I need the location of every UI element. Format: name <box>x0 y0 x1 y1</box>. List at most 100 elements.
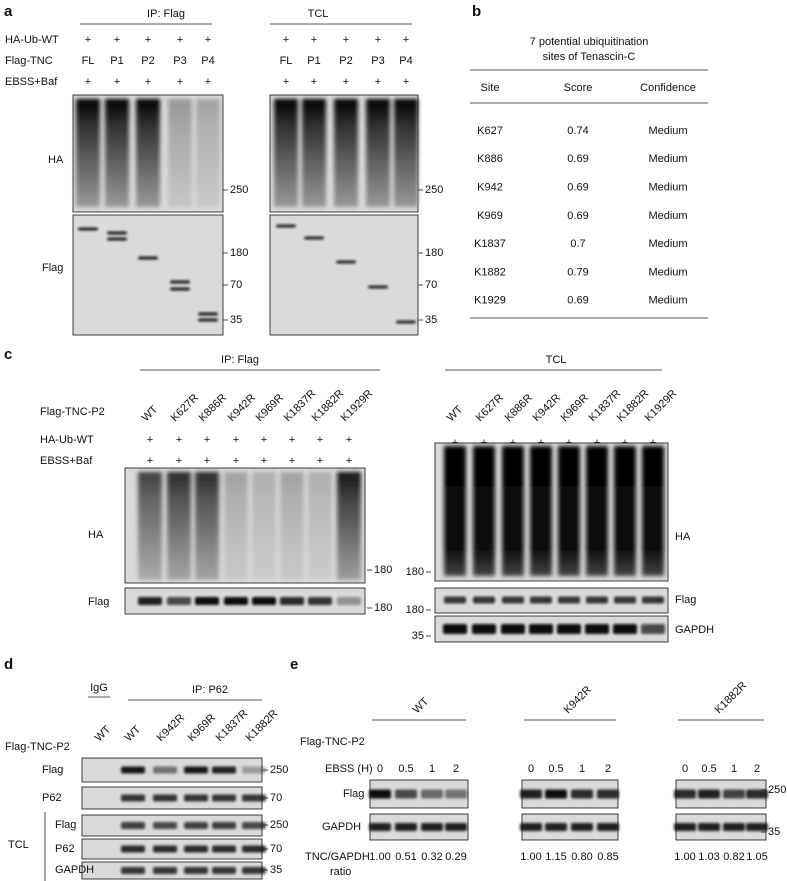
table-cell: K969 <box>477 210 503 222</box>
lane-label: FL <box>280 55 293 67</box>
band <box>641 624 665 634</box>
blot-label: HA <box>675 531 691 543</box>
smear <box>76 99 100 207</box>
smear <box>195 472 219 580</box>
band <box>212 845 236 853</box>
band <box>184 845 208 853</box>
smear <box>168 99 192 207</box>
ip-header: IP: Flag <box>221 354 259 366</box>
table-cell: K886 <box>477 153 503 165</box>
band <box>585 624 609 634</box>
smear <box>224 472 248 580</box>
ratio-label: ratio <box>330 866 351 878</box>
ratio-value: 1.00 <box>369 851 390 863</box>
table-cell: 0.69 <box>567 182 588 194</box>
band <box>421 823 443 831</box>
lane-label: + <box>205 76 211 88</box>
marker-label: 250 <box>425 184 443 196</box>
band <box>121 867 145 874</box>
band <box>445 789 467 799</box>
lane-label: + <box>145 34 151 46</box>
lane-label: K969R <box>186 712 218 744</box>
band <box>308 597 332 605</box>
smear <box>302 99 326 207</box>
smear <box>642 446 664 576</box>
band <box>337 597 361 605</box>
blot-label: P62 <box>55 843 75 855</box>
lane-label: + <box>261 455 267 467</box>
band <box>242 766 266 774</box>
table-cell: 0.69 <box>567 210 588 222</box>
smear <box>473 446 495 576</box>
band <box>698 789 720 799</box>
table-cell: Medium <box>648 266 687 278</box>
band <box>746 789 768 799</box>
band <box>167 597 191 605</box>
time-label: 0 <box>682 763 688 775</box>
band <box>198 318 218 322</box>
ratio-value: 1.00 <box>520 851 541 863</box>
band <box>614 596 636 604</box>
panel-label: a <box>4 3 13 20</box>
marker-label: 35 <box>425 314 437 326</box>
igg-header: IgG <box>90 682 108 694</box>
table-cell: K1882 <box>474 266 506 278</box>
table-cell: K942 <box>477 182 503 194</box>
table-cell: 0.7 <box>570 238 585 250</box>
row-label: Flag-TNC-P2 <box>300 736 365 748</box>
band <box>369 789 391 799</box>
smear <box>444 446 466 576</box>
time-label: 2 <box>605 763 611 775</box>
ratio-value: 0.32 <box>421 851 442 863</box>
ratio-value: 0.85 <box>597 851 618 863</box>
band <box>138 597 162 605</box>
lane-label: K886R <box>503 392 535 424</box>
lane-label: + <box>311 34 317 46</box>
table-cell: 0.74 <box>567 125 588 137</box>
lane-label: + <box>343 34 349 46</box>
band <box>153 845 177 853</box>
lane-label: + <box>204 434 210 446</box>
lane-label: + <box>205 34 211 46</box>
band <box>184 822 208 829</box>
row-label: EBSS (H) <box>325 763 373 775</box>
band <box>558 596 580 604</box>
band <box>184 867 208 874</box>
lane-label: P2 <box>339 55 352 67</box>
lane-label: + <box>233 455 239 467</box>
band <box>597 789 619 799</box>
ratio-value: 1.00 <box>674 851 695 863</box>
band <box>571 823 593 831</box>
ip-header: IP: P62 <box>192 684 228 696</box>
lane-label: K627R <box>474 392 506 424</box>
smear <box>614 446 636 576</box>
time-label: 0.5 <box>398 763 413 775</box>
table-cell: K1837 <box>474 238 506 250</box>
band <box>170 280 190 284</box>
lane-label: FL <box>82 55 95 67</box>
lane-label: K969R <box>254 392 286 424</box>
band <box>557 624 581 634</box>
band <box>530 596 552 604</box>
lane-label: P2 <box>141 55 154 67</box>
band <box>121 845 145 853</box>
lane-label: + <box>177 76 183 88</box>
band <box>121 794 145 802</box>
smear <box>337 472 361 580</box>
lane-label: K1929R <box>339 388 376 425</box>
lane-label: P3 <box>371 55 384 67</box>
lane-label: P1 <box>110 55 123 67</box>
ratio-value: 1.03 <box>698 851 719 863</box>
band <box>501 624 525 634</box>
band <box>723 823 745 831</box>
band <box>445 823 467 831</box>
band <box>153 822 177 829</box>
band <box>184 766 208 774</box>
band <box>198 312 218 316</box>
lane-label: + <box>346 434 352 446</box>
blot-label: Flag <box>675 594 696 606</box>
smear <box>394 99 418 207</box>
blot-label: GAPDH <box>55 864 94 876</box>
marker-label: 70 <box>270 843 282 855</box>
